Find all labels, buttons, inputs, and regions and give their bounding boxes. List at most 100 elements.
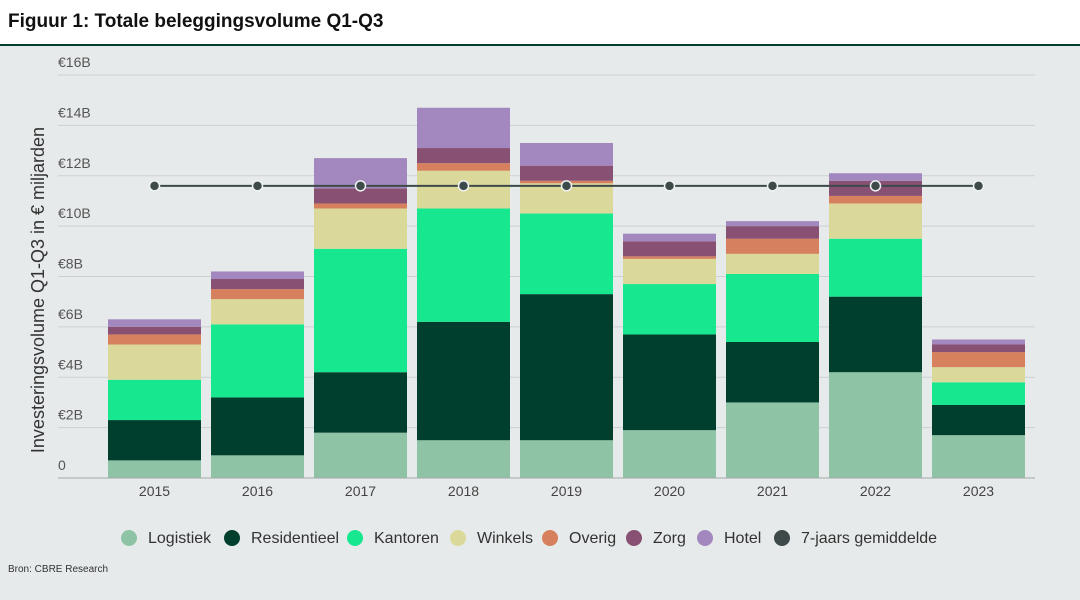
bar-segment-overig-2015	[108, 334, 201, 345]
bar-segment-overig-2018	[417, 163, 510, 171]
x-axis-ticks: 2015 2016 2017 2018 2019 2020 2021 2022 2023	[139, 483, 994, 499]
legend-label: Logistiek	[148, 530, 212, 547]
legend-swatch	[450, 530, 466, 546]
bar-segment-hotel-2018	[417, 107, 510, 149]
x-tick-label: 2019	[551, 483, 582, 499]
legend-swatch	[224, 530, 240, 546]
bar-segment-hotel-2022	[829, 173, 922, 181]
legend-swatch	[697, 530, 713, 546]
y-tick-label: €2B	[58, 407, 83, 423]
bar-segment-overig-2022	[829, 195, 922, 204]
line-point-2016	[251, 180, 264, 192]
legend-label: Hotel	[724, 530, 761, 547]
bar-segment-logistiek-2021	[726, 402, 819, 478]
y-tick-label: €8B	[58, 256, 83, 272]
y-tick-label: €14B	[58, 104, 91, 120]
bar-segment-overig-2021	[726, 238, 819, 254]
bar-segment-logistiek-2016	[211, 455, 304, 478]
line-point-2019	[560, 180, 573, 192]
bar-segment-residentieel-2017	[314, 372, 407, 433]
y-tick-label: €16B	[58, 54, 91, 70]
legend-label: Residentieel	[251, 530, 339, 547]
bar-segment-logistiek-2018	[417, 440, 510, 478]
y-tick-label: €6B	[58, 306, 83, 322]
bar-segment-residentieel-2020	[623, 334, 716, 431]
bar-segment-kantoren-2018	[417, 208, 510, 322]
bar-segment-kantoren-2019	[520, 213, 613, 295]
line-point-2020	[663, 180, 676, 192]
legend-item-hotel: Hotel	[697, 530, 761, 547]
legend-item-kantoren: Kantoren	[347, 530, 439, 547]
bar-segment-winkels-2021	[726, 253, 819, 274]
legend-item-logistiek: Logistiek	[121, 530, 212, 547]
bar-segment-kantoren-2015	[108, 379, 201, 421]
x-tick-label: 2023	[963, 483, 994, 499]
y-axis-ticks: 0 €2B €4B €6B €8B €10B €12B €14B €16B	[58, 54, 91, 473]
bar-segment-logistiek-2015	[108, 460, 201, 478]
bar-segment-zorg-2018	[417, 148, 510, 164]
line-point-2015	[148, 180, 161, 192]
bar-segment-kantoren-2023	[932, 382, 1025, 405]
legend-label: 7-jaars gemiddelde	[801, 530, 937, 547]
bar-segment-winkels-2020	[623, 258, 716, 285]
bar-segment-zorg-2023	[932, 344, 1025, 353]
bar-segment-kantoren-2022	[829, 238, 922, 297]
x-tick-label: 2022	[860, 483, 891, 499]
source-note: Bron: CBRE Research	[8, 564, 109, 575]
bar-segment-hotel-2019	[520, 143, 613, 166]
bar-segment-kantoren-2016	[211, 324, 304, 398]
bar-segment-winkels-2015	[108, 344, 201, 380]
line-point-2023	[972, 180, 985, 192]
x-tick-label: 2017	[345, 483, 376, 499]
legend-label: Zorg	[653, 530, 686, 547]
bar-segment-winkels-2016	[211, 299, 304, 325]
bar-segment-residentieel-2023	[932, 404, 1025, 436]
bar-segment-zorg-2016	[211, 279, 304, 290]
bar-segment-logistiek-2017	[314, 432, 407, 478]
line-point-2021	[766, 180, 779, 192]
bar-segment-zorg-2015	[108, 326, 201, 335]
bar-segment-kantoren-2020	[623, 284, 716, 335]
y-axis-label: Investeringsvolume Q1-Q3 in € miljarden	[28, 127, 48, 453]
y-tick-label: €10B	[58, 205, 91, 221]
bar-segment-overig-2023	[932, 352, 1025, 368]
legend-label: Overig	[569, 530, 616, 547]
average-line	[148, 180, 985, 192]
legend-item-zorg: Zorg	[626, 530, 686, 547]
bar-segment-residentieel-2019	[520, 294, 613, 441]
bar-segment-hotel-2023	[932, 339, 1025, 345]
bar-segment-zorg-2019	[520, 165, 613, 181]
y-tick-label: €4B	[58, 356, 83, 372]
legend-swatch	[542, 530, 558, 546]
line-point-2022	[869, 180, 882, 192]
legend-label: Winkels	[477, 530, 533, 547]
line-point-2018	[457, 180, 470, 192]
bar-segment-zorg-2020	[623, 241, 716, 257]
legend: Logistiek Residentieel Kantoren Winkels Over…	[121, 530, 937, 547]
legend-item-residentieel: Residentieel	[224, 530, 339, 547]
bar-segment-overig-2017	[314, 203, 407, 209]
bar-segment-residentieel-2021	[726, 341, 819, 403]
bar-segment-logistiek-2019	[520, 440, 613, 478]
legend-item-overig: Overig	[542, 530, 616, 547]
bar-segment-hotel-2016	[211, 271, 304, 280]
chart-title: Figuur 1: Totale beleggingsvolume Q1-Q3	[8, 11, 384, 32]
bar-segment-hotel-2015	[108, 319, 201, 327]
figure-header: Figuur 1: Totale beleggingsvolume Q1-Q3	[0, 0, 1080, 46]
legend-swatch	[774, 530, 790, 546]
bar-segment-winkels-2022	[829, 203, 922, 239]
legend-swatch	[626, 530, 642, 546]
bar-segment-kantoren-2017	[314, 248, 407, 373]
bar-segment-hotel-2021	[726, 221, 819, 227]
legend-swatch	[121, 530, 137, 546]
bar-segment-logistiek-2020	[623, 430, 716, 478]
bar-segment-residentieel-2018	[417, 321, 510, 441]
x-tick-label: 2015	[139, 483, 170, 499]
bar-segment-winkels-2017	[314, 208, 407, 249]
line-point-2017	[354, 180, 367, 192]
bar-segment-residentieel-2016	[211, 397, 304, 456]
legend-item-winkels: Winkels	[450, 530, 533, 547]
bar-segment-logistiek-2023	[932, 435, 1025, 478]
y-tick-label: 0	[58, 457, 66, 473]
